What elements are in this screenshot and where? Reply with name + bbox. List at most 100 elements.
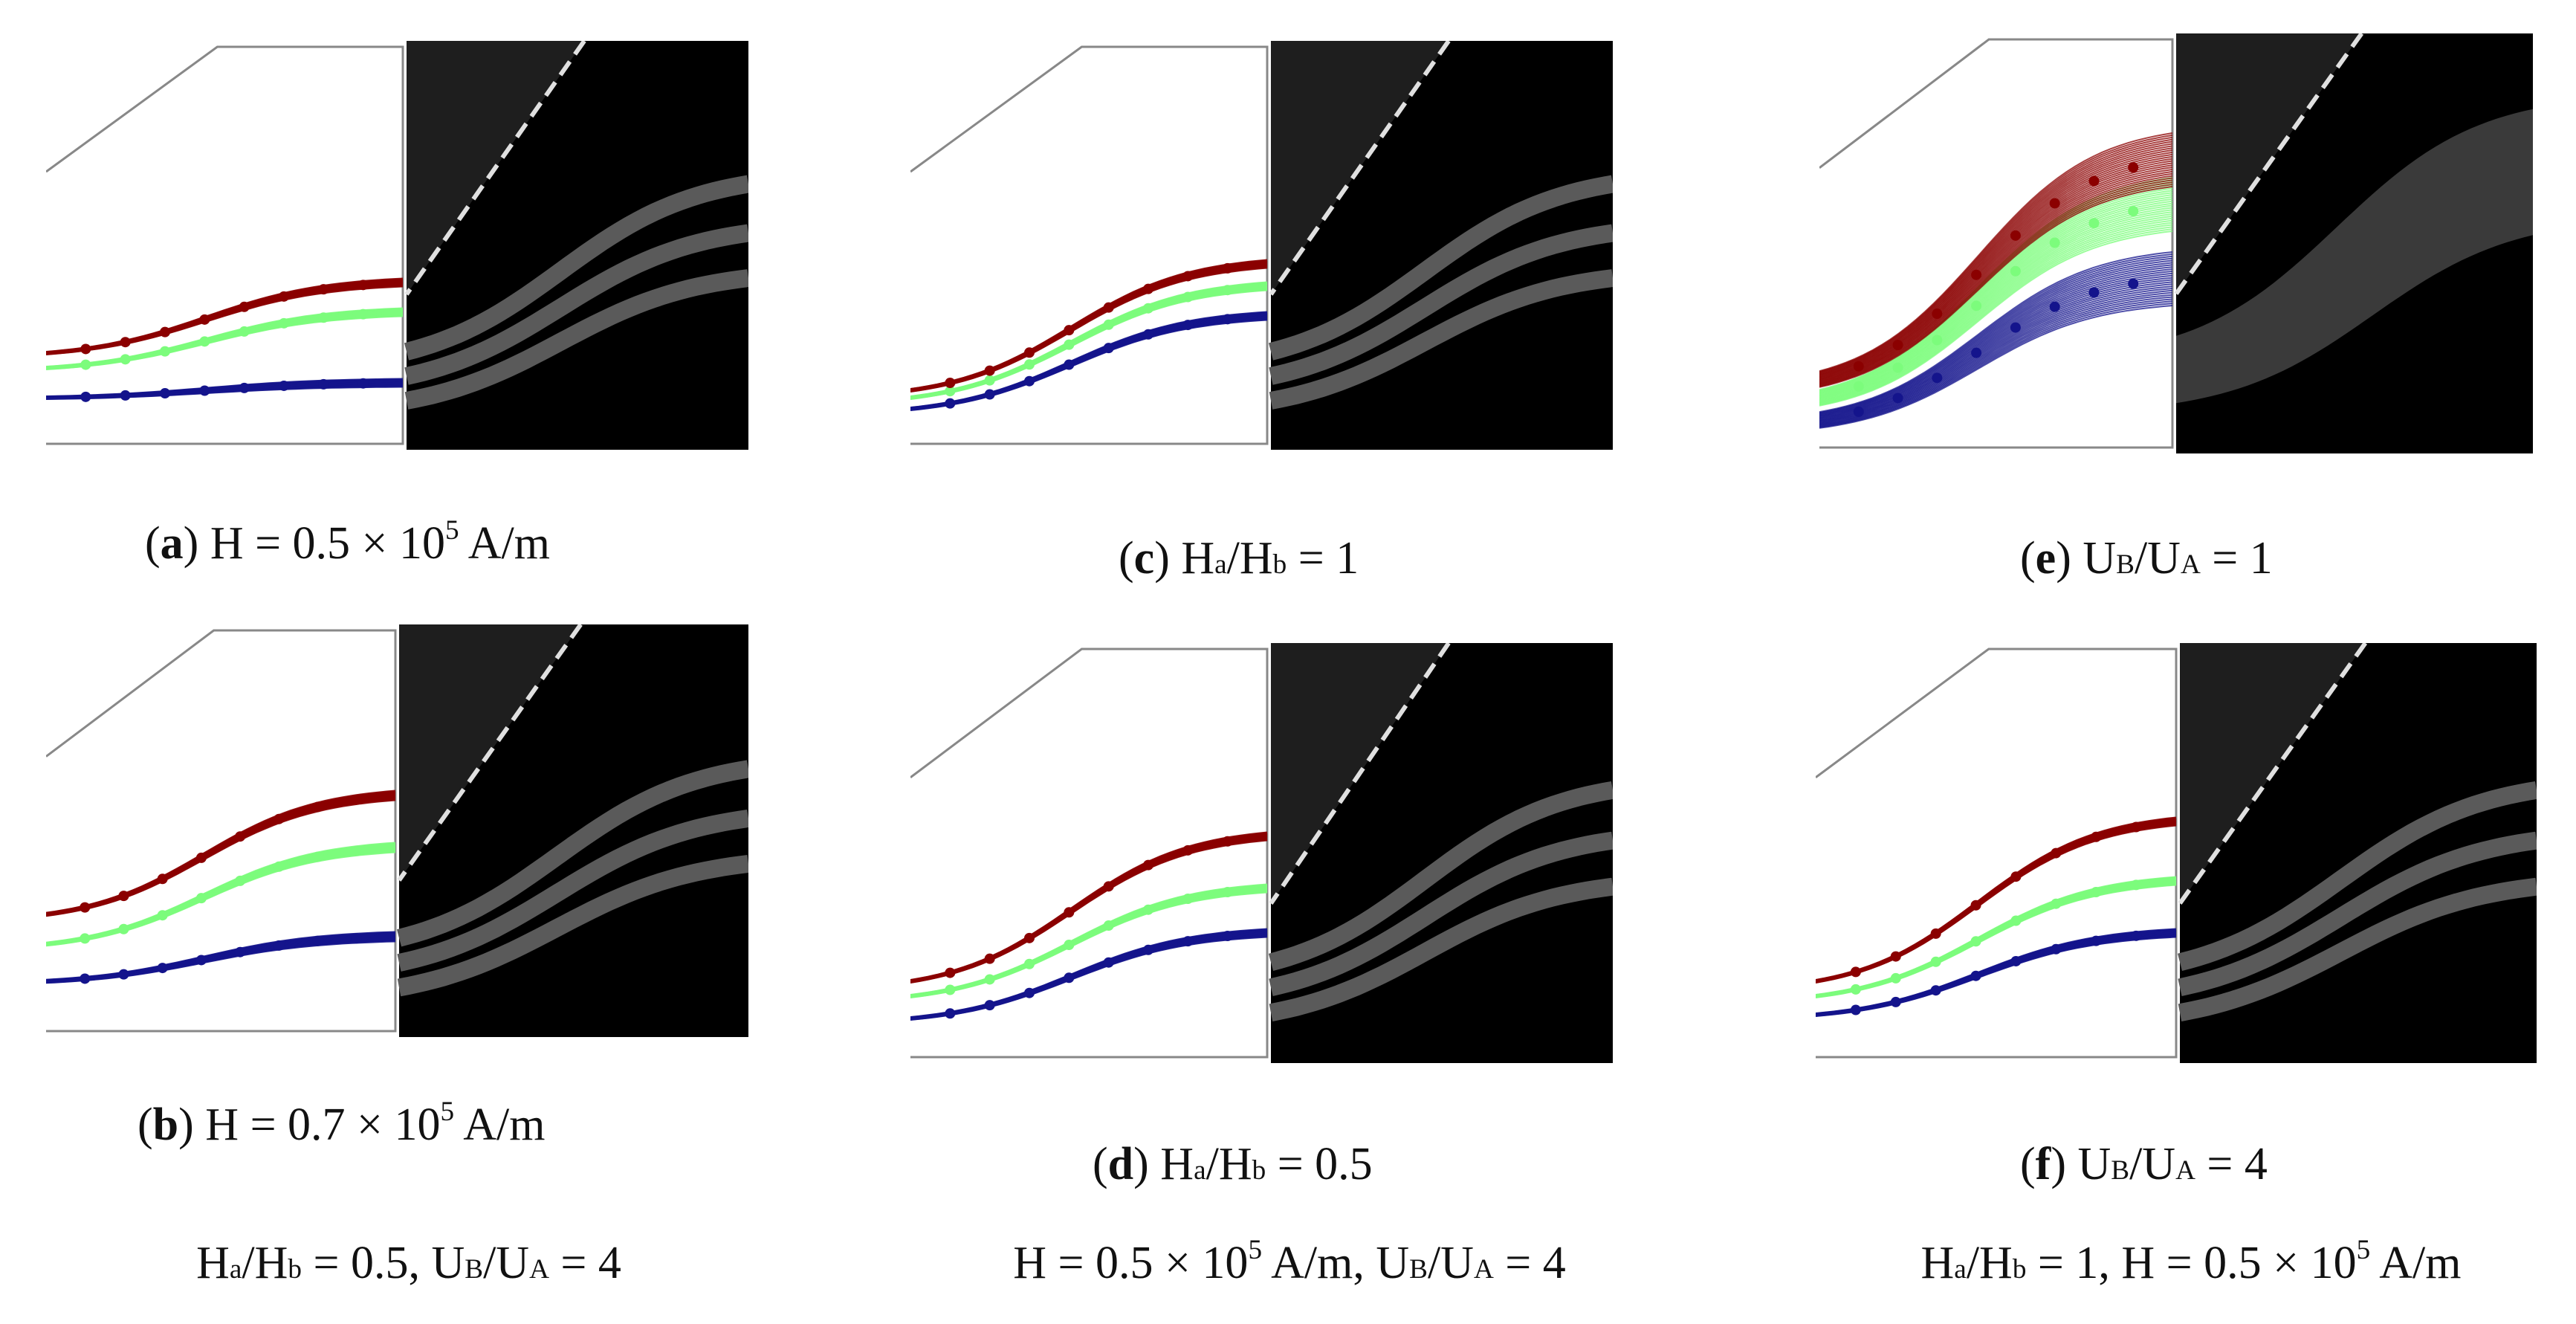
panel-f-interface-line	[2178, 643, 2368, 905]
panel-e-figure	[1819, 33, 2533, 453]
panel-d-blue-marker	[984, 1000, 995, 1011]
panel-d-green-marker	[1222, 887, 1233, 898]
panel-e-blue-line	[1819, 298, 2173, 427]
panel-e-red-marker	[1932, 309, 1943, 320]
panel-c-green-line	[910, 288, 1268, 400]
panel-b-green-line	[46, 848, 396, 946]
caption-f: (f) UB/UA = 4	[2020, 1139, 2268, 1189]
panel-a-blue-marker	[239, 382, 250, 393]
panel-e-blue-line	[1819, 259, 2173, 416]
panel-a-blue-marker	[80, 391, 91, 402]
panel-b-band	[396, 760, 748, 947]
panel-b-green-line	[46, 849, 396, 946]
panel-b-figure	[46, 624, 748, 1037]
panel-e-blue-line	[1819, 300, 2173, 428]
panel-f-red-marker	[2051, 847, 2062, 859]
panel-a-green-marker	[279, 317, 289, 329]
panel-c-blue-line	[910, 311, 1268, 410]
panel-a-blue-marker	[120, 390, 131, 401]
panel-d-red-marker	[1182, 845, 1194, 856]
panel-f-blue-line	[1816, 934, 2177, 1017]
panel-d-red-line	[910, 833, 1268, 982]
panel-f-blue-line	[1816, 929, 2177, 1015]
panel-c-red-marker	[1182, 271, 1194, 282]
panel-a-blue-curves	[46, 378, 404, 402]
panel-f-red-line	[1816, 818, 2177, 982]
panel-e-green-line	[1819, 217, 2173, 403]
caption-a-exp: 5	[445, 514, 459, 546]
panel-f-red-line	[1816, 823, 2177, 984]
panel-e-blue-line	[1819, 289, 2173, 424]
panel-b-green-marker	[118, 923, 129, 934]
panel-a-band	[404, 175, 748, 361]
panel-d-image	[1268, 643, 1613, 1063]
panel-b-blue-marker	[312, 935, 323, 946]
caption-e-p2: /U	[2134, 533, 2181, 584]
fn1-p0: H	[196, 1238, 230, 1288]
caption-c-p0: H	[1181, 533, 1215, 584]
panel-f-red-line	[1816, 824, 2177, 984]
caption-e-p0: U	[2083, 533, 2117, 584]
panel-f-green-curves	[1816, 876, 2177, 998]
panel-d-green-marker	[945, 984, 956, 995]
panel-f-blue-line	[1816, 931, 2177, 1016]
panel-e-green-marker	[2010, 265, 2021, 277]
caption-e-p3: A	[2180, 549, 2201, 580]
panel-b-green-marker	[80, 933, 91, 944]
panel-b-green-marker	[235, 875, 246, 886]
panel-f-plot-frame	[1816, 648, 2178, 1059]
panel-d-blue-line	[910, 931, 1268, 1020]
panel-c-blue-marker	[945, 398, 956, 409]
panel-c-band	[1269, 269, 1613, 410]
panel-a-green-marker	[80, 359, 91, 370]
panel-c-red-marker	[1064, 325, 1075, 336]
fn3-p3: b	[2012, 1254, 2027, 1285]
panel-a-green-line	[46, 311, 404, 369]
panel-c-green-curves	[910, 281, 1268, 400]
panel-b-green-marker	[351, 845, 362, 856]
panel-f-red-line	[1816, 820, 2177, 983]
panel-a-green-curves	[46, 307, 404, 370]
panel-d-green-marker	[1103, 920, 1114, 931]
panel-c-red-line	[910, 265, 1268, 393]
panel-d-red-marker	[1103, 881, 1114, 892]
panel-f-green-line	[1816, 883, 2177, 998]
panel-d-interface-line	[1269, 643, 1451, 905]
panel-f-blue-line	[1816, 931, 2177, 1016]
panel-a-plot-frame	[46, 45, 404, 445]
panel-f-blue-line	[1816, 934, 2177, 1017]
panel-c-red-curves	[910, 259, 1268, 393]
panel-a-image	[404, 41, 748, 450]
panel-c-green-marker	[1182, 291, 1194, 303]
panel-a-red-marker	[239, 301, 250, 312]
panel-c-blue-curves	[910, 311, 1268, 411]
panel-c-red-marker	[984, 365, 995, 376]
panel-c-blue-line	[910, 314, 1268, 410]
panel-d-blue-marker	[1064, 972, 1075, 984]
fn3-p0: H	[1920, 1238, 1955, 1288]
panel-c-green-marker	[984, 375, 995, 386]
panel-a	[46, 41, 748, 450]
panel-e-blue-line	[1819, 272, 2173, 419]
panel-e-green-marker	[2049, 237, 2060, 248]
panel-c-green-marker	[1103, 319, 1114, 330]
panel-b-green-marker	[157, 910, 168, 921]
panel-e-blue-marker	[1853, 406, 1864, 417]
panel-e-blue-marker	[2010, 322, 2021, 333]
panel-b-green-line	[46, 843, 396, 945]
panel-b-green-line	[46, 847, 396, 946]
panel-d-blue-line	[910, 934, 1268, 1021]
fn1-p8: = 4	[548, 1238, 621, 1288]
fn2-p6: = 4	[1493, 1238, 1566, 1288]
fn2-p1: 5	[1248, 1234, 1263, 1265]
panel-a-figure	[46, 41, 748, 450]
panel-f-blue-line	[1816, 933, 2177, 1017]
panel-a-green-line	[46, 313, 404, 370]
panel-f-band	[2178, 831, 2537, 997]
panel-f-red-curves	[1816, 816, 2177, 984]
caption-d-p1: a	[1194, 1155, 1206, 1186]
caption-d-letter: d	[1107, 1139, 1134, 1189]
panel-d-green-line	[910, 890, 1268, 998]
panel-c-red-line	[910, 263, 1268, 392]
panel-b-green-line	[46, 845, 396, 945]
